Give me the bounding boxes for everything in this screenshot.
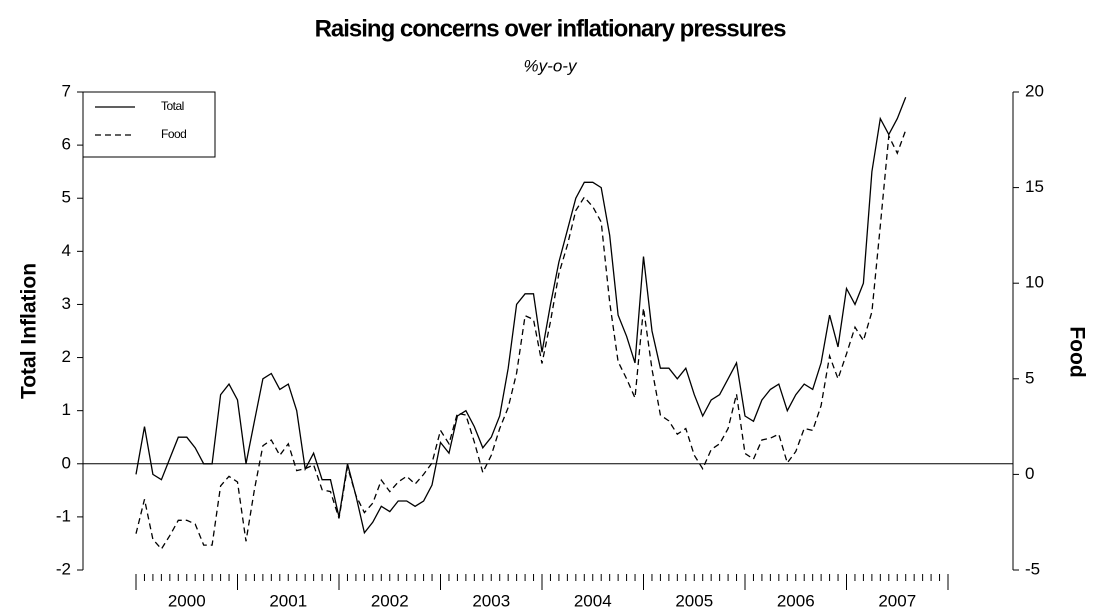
y-tick-label: 6 [62,135,71,154]
x-tick-label: 2004 [574,591,612,610]
chart-title: Raising concerns over inflationary press… [315,15,787,42]
x-tick-label: 2007 [878,591,916,610]
y-tick-label: -1 [56,506,71,525]
y-tick-label: -2 [56,559,71,578]
x-tick-label: 2002 [371,591,409,610]
y-tick-label: 0 [62,453,71,472]
legend-box [82,91,216,158]
y2-axis-label: Food [1065,326,1088,377]
series-line [135,129,907,551]
y2-tick-label: 20 [1025,81,1044,100]
chart-subtitle: %y-o-y [524,56,578,75]
y-axis-label: Total Inflation [18,263,41,399]
y2-tick-label: 15 [1025,177,1044,196]
y-tick-label: 5 [62,188,71,207]
y2-tick-label: 0 [1025,464,1034,483]
x-tick-label: 2003 [472,591,510,610]
legend-label: Food [161,127,186,141]
y-tick-label: 7 [62,81,71,100]
x-tick-label: 2005 [675,591,713,610]
y-tick-label: 1 [62,400,71,419]
y2-tick-label: -5 [1025,559,1040,578]
y-tick-label: 2 [62,347,71,366]
y-tick-label: 3 [62,294,71,313]
y2-tick-label: 5 [1025,368,1034,387]
y2-tick-label: 10 [1025,273,1044,292]
x-tick-label: 2006 [777,591,815,610]
series-line [135,97,907,535]
legend-label: Total [161,99,184,113]
x-tick-label: 2000 [168,591,206,610]
x-tick-label: 2001 [269,591,307,610]
y-tick-label: 4 [62,241,71,260]
